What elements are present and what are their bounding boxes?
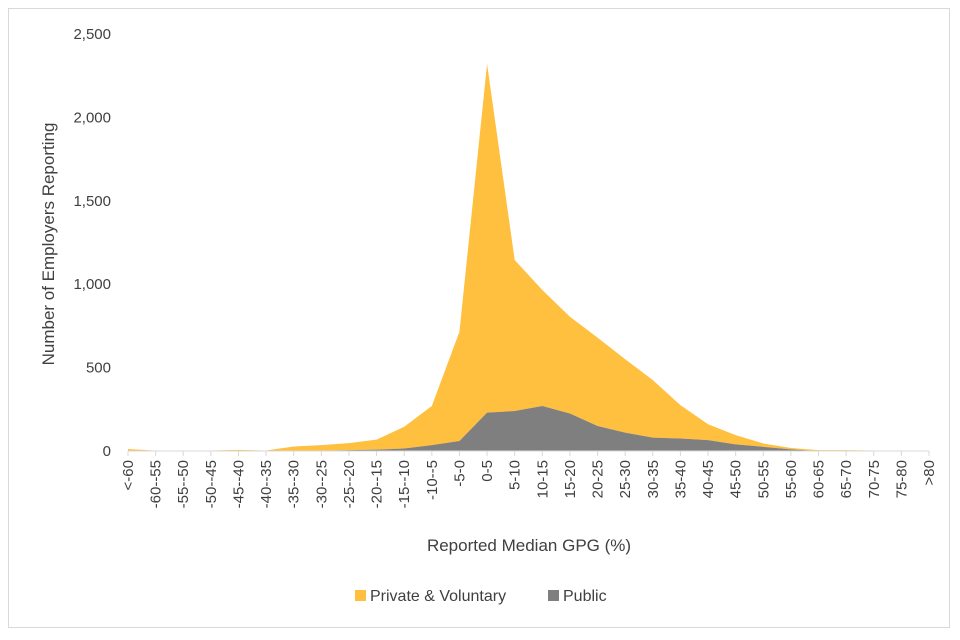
x-tick-label: 30-35: [645, 460, 662, 498]
x-tick-label: >80: [921, 460, 938, 485]
x-tick-label: 20-25: [590, 460, 607, 498]
area-public: [128, 405, 929, 451]
y-tick-label: 1,000: [73, 276, 111, 293]
x-tick-label: 65-70: [838, 460, 855, 498]
x-tick-label: -60--55: [148, 460, 165, 508]
x-tick-label: 75-80: [893, 460, 910, 498]
chart-areas: [128, 64, 929, 452]
x-tick-label: -50--45: [203, 460, 220, 508]
y-tick-label: 0: [103, 443, 111, 460]
x-tick-label: -25--20: [341, 460, 358, 508]
legend-swatch-public: [548, 590, 559, 601]
x-tick-label: -10--5: [424, 460, 441, 500]
y-tick-label: 500: [86, 360, 111, 377]
x-tick-label: 5-10: [507, 460, 524, 490]
y-tick-label: 2,500: [73, 26, 111, 43]
x-tick-label: 45-50: [728, 460, 745, 498]
legend-label-public: Public: [563, 588, 607, 605]
y-tick-label: 2,000: [73, 109, 111, 126]
x-tick-label: 25-30: [617, 460, 634, 498]
x-tick-label: 70-75: [866, 460, 883, 498]
x-axis-title: Reported Median GPG (%): [427, 536, 631, 555]
y-axis-ticks: 0 500 1,000 1,500 2,000 2,500: [73, 26, 111, 460]
x-tick-label: 15-20: [562, 460, 579, 498]
x-tick-label: <-60: [120, 460, 137, 490]
x-tick-label: -5-0: [451, 460, 468, 487]
x-tick-label: 35-40: [672, 460, 689, 498]
y-tick-label: 1,500: [73, 193, 111, 210]
legend: Private & Voluntary Public: [355, 588, 607, 605]
x-tick-label: -40--35: [258, 460, 275, 508]
x-tick-label: 55-60: [783, 460, 800, 498]
x-tick-label: -20--15: [369, 460, 386, 508]
y-axis-title: Number of Employers Reporting: [39, 123, 58, 366]
area-private-voluntary: [128, 64, 929, 452]
legend-swatch-private-voluntary: [355, 590, 366, 601]
x-tick-label: 0-5: [479, 460, 496, 482]
x-tick-label: -15--10: [396, 460, 413, 508]
x-tick-label: 60-65: [811, 460, 828, 498]
legend-label-private-voluntary: Private & Voluntary: [370, 588, 506, 605]
x-tick-label: -45--40: [230, 460, 247, 508]
x-tick-label: -55--50: [175, 460, 192, 508]
x-tick-label: 40-45: [700, 460, 717, 498]
x-tick-label: -30--25: [313, 460, 330, 508]
x-tick-label: 50-55: [755, 460, 772, 498]
x-tick-label: -35--30: [286, 460, 303, 508]
x-tick-label: 10-15: [534, 460, 551, 498]
x-axis-ticks: <-60 -60--55 -55--50 -50--45 -45--40 -40--35-…: [120, 451, 938, 508]
